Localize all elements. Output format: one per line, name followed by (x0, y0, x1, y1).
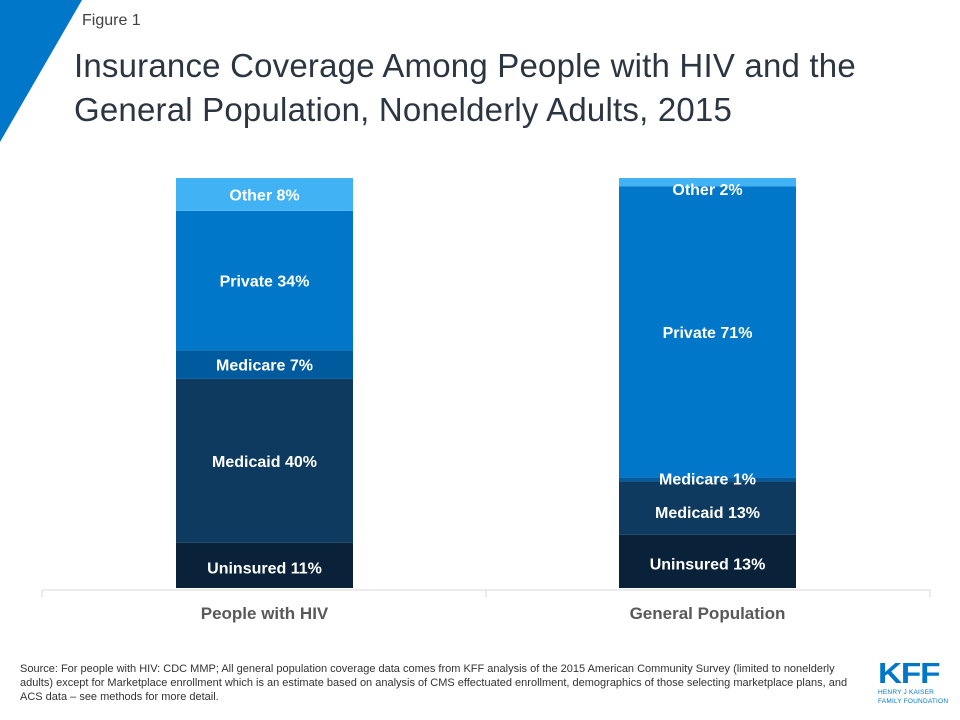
data-label-general-population-private: Private 71% (663, 325, 753, 342)
bar-segment-general-population-medicare (619, 477, 796, 482)
data-label-people-with-hiv-private: Private 34% (220, 274, 310, 291)
bar-segment-people-with-hiv-uninsured (176, 542, 353, 588)
data-label-people-with-hiv-medicare: Medicare 7% (216, 358, 313, 375)
bars-group: Uninsured 11% Medicaid 40% Medicare 7% Priv… (176, 178, 796, 588)
figure-label: Figure 1 (82, 12, 141, 29)
kff-logo: KFF HENRY J KAISER FAMILY FOUNDATION (878, 660, 950, 705)
kff-logo-subtitle-2: FAMILY FOUNDATION (878, 697, 949, 705)
data-label-general-population-uninsured: Uninsured 13% (650, 556, 766, 573)
data-label-people-with-hiv-other: Other 8% (229, 187, 299, 204)
category-label-people-with-hiv: People with HIV (201, 604, 329, 623)
data-label-general-population-other: Other 2% (672, 182, 742, 199)
category-label-general-population: General Population (630, 604, 786, 623)
bar-segment-people-with-hiv-private (176, 210, 353, 351)
source-note: Source: For people with HIV: CDC MMP; Al… (20, 663, 848, 703)
chart-title: Insurance Coverage Among People with HIV… (74, 47, 856, 128)
kff-logo-subtitle-1: HENRY J KAISER (878, 689, 935, 696)
bar-segment-people-with-hiv-other (176, 178, 353, 211)
bar-segment-general-population-uninsured (619, 534, 796, 588)
bar-segment-general-population-medicaid (619, 481, 796, 535)
data-label-people-with-hiv-medicaid: Medicaid 40% (212, 454, 317, 471)
kff-logo-text: KFF (878, 658, 941, 690)
bar-segment-general-population-private (619, 186, 796, 478)
data-label-people-with-hiv-uninsured: Uninsured 11% (207, 560, 322, 577)
data-label-general-population-medicare: Medicare 1% (659, 471, 756, 488)
data-label-general-population-medicaid: Medicaid 13% (655, 505, 760, 522)
bar-segment-general-population-other (619, 178, 796, 187)
bar-segment-people-with-hiv-medicare (176, 350, 353, 379)
x-axis: People with HIV General Population (41, 589, 931, 623)
bar-segment-people-with-hiv-medicaid (176, 378, 353, 543)
